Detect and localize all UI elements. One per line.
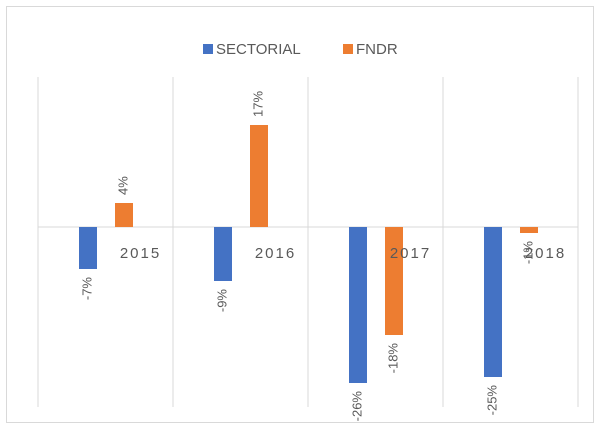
bar (385, 227, 403, 335)
x-tick-label: 2017 (390, 245, 431, 262)
x-tick-label: 2018 (525, 245, 566, 262)
value-label: 17% (250, 91, 265, 117)
legend-swatch (203, 44, 213, 54)
value-label: -18% (385, 343, 400, 374)
bar (349, 227, 367, 383)
bar (115, 203, 133, 227)
bar (250, 125, 268, 227)
x-tick-label: 2015 (120, 245, 161, 262)
value-label: -25% (484, 385, 499, 416)
bar (520, 227, 538, 233)
bar (79, 227, 97, 269)
legend-label: SECTORIAL (216, 41, 301, 58)
chart-border (6, 6, 594, 423)
value-label: -1% (520, 241, 535, 265)
value-label: -26% (349, 391, 364, 422)
bar (214, 227, 232, 281)
bar (484, 227, 502, 377)
legend-label: FNDR (356, 41, 398, 58)
value-label: -7% (79, 277, 94, 301)
value-label: 4% (115, 176, 130, 195)
x-tick-label: 2016 (255, 245, 296, 262)
legend-swatch (343, 44, 353, 54)
value-label: -9% (214, 289, 229, 313)
